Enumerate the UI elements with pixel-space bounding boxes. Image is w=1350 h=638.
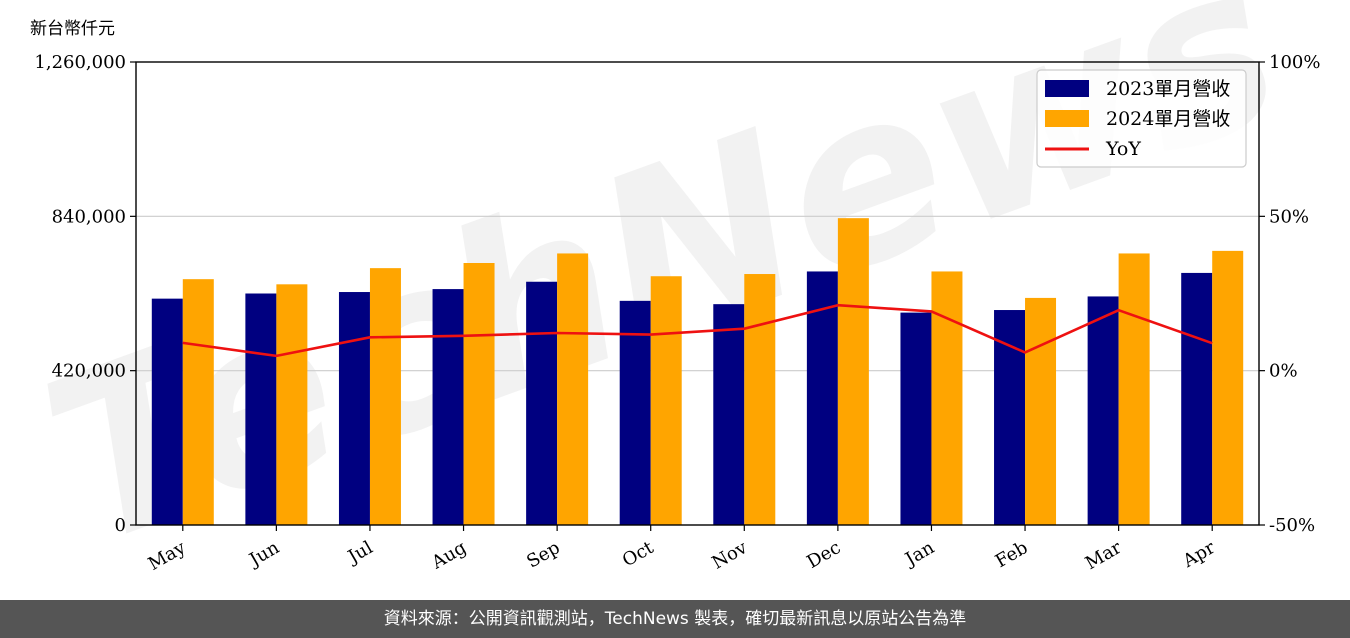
bar-2024-jan [931, 271, 963, 525]
legend-swatch [1045, 80, 1089, 97]
bar-2024-sep [557, 253, 589, 525]
legend-label: YoY [1105, 138, 1141, 160]
bar-2024-apr [1212, 250, 1244, 525]
bar-2024-may [182, 279, 214, 525]
x-tick-label-mar: Mar [1082, 537, 1126, 574]
legend-label: 2024單月營收 [1106, 108, 1230, 130]
x-tick-label-jan: Jan [900, 537, 938, 571]
bar-2023-dec [806, 271, 838, 525]
revenue-chart: TechNews 0420,000840,0001,260,000-50%0%5… [16, 0, 1321, 599]
bar-2024-jul [369, 268, 401, 525]
bars [151, 218, 1244, 525]
x-tick-label-nov: Nov [708, 537, 751, 574]
x-tick-label-aug: Aug [427, 537, 470, 574]
legend-label: 2023單月營收 [1106, 78, 1230, 100]
right-tick-label: 100% [1269, 52, 1320, 73]
x-tick-label-feb: Feb [992, 537, 1032, 572]
bar-2024-oct [650, 276, 682, 525]
bar-2023-nov [713, 304, 745, 525]
x-tick-label-apr: Apr [1179, 537, 1219, 572]
legend: 2023單月營收 2024單月營收 YoY [1036, 69, 1247, 168]
x-tick-label-oct: Oct [619, 537, 658, 572]
bar-2023-aug [432, 289, 464, 525]
bar-2023-mar [1087, 296, 1119, 525]
legend-box [1036, 69, 1247, 168]
left-tick-label: 420,000 [52, 361, 126, 382]
bar-2023-oct [619, 300, 651, 525]
bar-2023-may [151, 298, 183, 525]
bar-2023-sep [526, 281, 558, 525]
x-tick-label-sep: Sep [523, 537, 563, 572]
left-tick-label: 1,260,000 [34, 52, 126, 73]
right-tick-label: 50% [1269, 206, 1309, 227]
left-tick-label: 840,000 [52, 206, 126, 227]
yoy-line-layer [182, 303, 1213, 358]
bar-2023-jan [900, 312, 932, 525]
legend-swatch [1045, 110, 1089, 127]
right-tick-label: 0% [1269, 361, 1298, 382]
bar-2024-nov [744, 274, 776, 525]
x-tick-label-jul: Jul [343, 537, 377, 569]
yoy-line [182, 303, 1213, 358]
plot-frame [135, 61, 1260, 526]
source-footer: 資料來源：公開資訊觀測站，TechNews 製表，確切最新訊息以原站公告為準 [0, 600, 1350, 638]
left-tick-label: 0 [115, 515, 126, 536]
right-tick-label: -50% [1269, 515, 1315, 536]
bar-2024-feb [1025, 297, 1057, 525]
bar-2024-mar [1118, 253, 1150, 525]
bar-2023-jun [245, 293, 277, 525]
bar-2024-jun [276, 284, 308, 525]
bar-2023-apr [1181, 272, 1213, 525]
bar-2024-aug [463, 263, 495, 525]
x-tick-label-dec: Dec [803, 537, 844, 573]
grid-lines [136, 215, 1259, 372]
bar-2024-dec [837, 218, 869, 525]
y-axis-unit-label: 新台幣仟元 [30, 19, 115, 39]
bar-2023-jul [338, 292, 370, 525]
